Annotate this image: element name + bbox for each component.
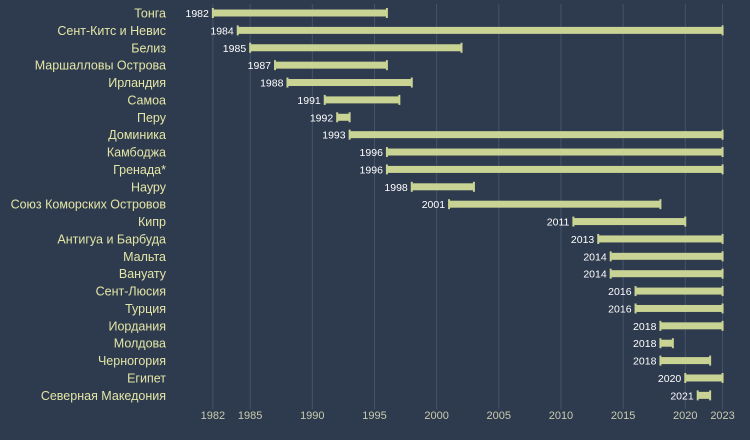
country-label: Перу	[137, 111, 167, 125]
x-tick-label: 2015	[611, 410, 635, 422]
start-year-label: 1992	[310, 112, 334, 124]
country-label: Черногория	[98, 354, 166, 368]
country-label: Сент-Китс и Невис	[57, 24, 166, 38]
range-bar	[610, 270, 723, 278]
x-tick-label: 1982	[201, 410, 225, 422]
range-bar	[635, 287, 723, 295]
range-bar	[386, 165, 723, 173]
start-year-label: 1993	[322, 130, 346, 142]
range-bar	[635, 304, 723, 312]
start-year-label: 2011	[547, 217, 570, 229]
range-bar	[337, 113, 350, 121]
range-bar	[449, 200, 661, 208]
country-label: Науру	[131, 180, 167, 194]
range-bar	[685, 374, 723, 382]
range-bar	[237, 26, 723, 34]
start-year-label: 2018	[633, 356, 657, 368]
start-year-label: 1991	[297, 95, 321, 107]
country-label: Антигуа и Барбуда	[57, 232, 166, 246]
start-year-label: 2014	[583, 251, 607, 263]
start-year-label: 1998	[384, 182, 408, 194]
country-label: Иордания	[108, 319, 166, 333]
country-label: Камбоджа	[107, 146, 166, 160]
bars	[211, 8, 724, 401]
range-bar	[250, 44, 462, 52]
start-year-label: 1996	[360, 147, 384, 159]
country-label: Вануату	[119, 267, 167, 281]
range-bar	[598, 235, 723, 243]
range-bar	[610, 252, 723, 260]
start-year-label: 1985	[223, 43, 247, 55]
range-bar	[386, 148, 723, 156]
country-label: Маршалловы Острова	[35, 59, 166, 73]
start-year-label: 2020	[658, 373, 682, 385]
country-label: Молдова	[114, 337, 166, 351]
start-year-label: 2016	[608, 303, 632, 315]
x-tick-label: 2010	[549, 410, 573, 422]
country-labels: Тонга 1982 Сент-Китс и Невис 1984 Белиз 1985 М…	[11, 7, 694, 403]
x-tick-label: 1985	[238, 410, 262, 422]
range-bar	[349, 131, 723, 139]
range-bar	[697, 391, 711, 399]
start-year-label: 2001	[422, 199, 446, 211]
start-year-label: 2013	[571, 234, 595, 246]
start-year-label: 2021	[670, 390, 694, 402]
start-year-label: 1987	[248, 60, 272, 72]
country-label: Гренада*	[113, 163, 166, 177]
country-label: Тонга	[134, 7, 166, 21]
range-bar	[275, 61, 387, 69]
start-year-label: 1996	[360, 164, 384, 176]
start-year-label: 2016	[608, 286, 632, 298]
country-label: Турция	[125, 302, 166, 316]
country-label: Мальта	[123, 250, 166, 264]
country-label: Северная Македония	[41, 389, 166, 403]
range-bar	[660, 322, 723, 330]
country-label: Союз Коморских Островов	[11, 198, 167, 212]
x-tick-label: 2000	[424, 410, 448, 422]
range-bar	[660, 339, 673, 347]
x-tick-label: 1990	[300, 410, 324, 422]
start-year-label: 1984	[210, 25, 234, 37]
start-year-label: 1988	[260, 78, 284, 90]
range-bar	[324, 96, 400, 104]
country-label: Кипр	[138, 215, 166, 229]
range-bar	[287, 79, 412, 87]
range-bar	[660, 357, 711, 365]
country-label: Самоа	[127, 93, 166, 107]
start-year-label: 1982	[186, 8, 210, 20]
country-label: Египет	[127, 371, 166, 385]
start-year-label: 2014	[583, 269, 607, 281]
country-label: Доминика	[108, 128, 166, 142]
x-tick-label: 2005	[487, 410, 511, 422]
x-tick-label: 2023	[710, 410, 734, 422]
country-label: Белиз	[131, 41, 166, 55]
x-tick-label: 2020	[673, 410, 697, 422]
start-year-label: 2018	[633, 338, 657, 350]
x-axis-ticks: 1982 1985 1990 1995 2000 2005 2010 2015 2020 2023	[201, 410, 735, 422]
start-year-label: 2018	[633, 321, 657, 333]
range-bar	[411, 183, 474, 191]
country-label: Ирландия	[108, 76, 166, 90]
country-label: Сент-Люсия	[96, 285, 166, 299]
range-bar	[573, 218, 686, 226]
x-tick-label: 1995	[362, 410, 386, 422]
range-bar	[212, 9, 387, 17]
